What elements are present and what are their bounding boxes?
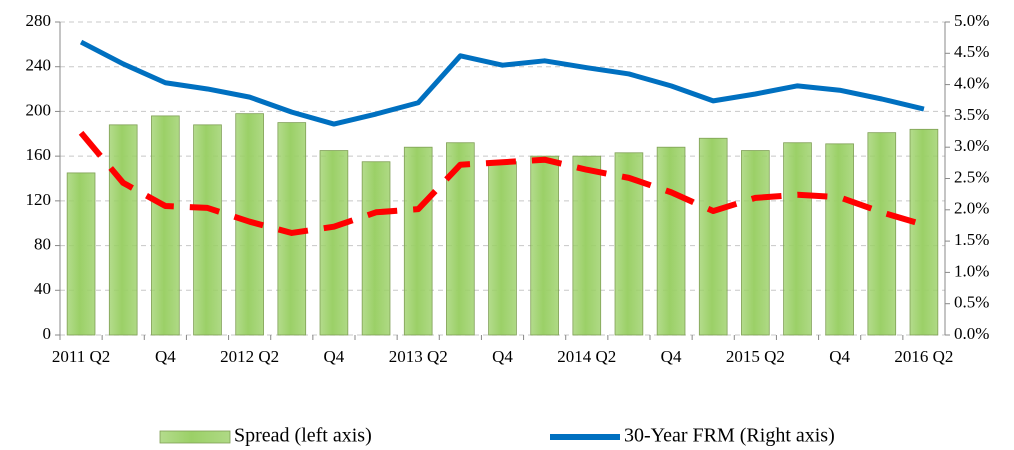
y2-tick-label: 0.0% (954, 324, 989, 343)
bar (825, 143, 854, 336)
y2-tick-label: 3.0% (954, 136, 989, 155)
x-tick-label: Q4 (661, 347, 682, 366)
y2-tick-label: 1.5% (954, 230, 989, 249)
bar (572, 155, 602, 336)
bar (361, 161, 391, 336)
y2-tick-label: 2.0% (954, 199, 989, 218)
x-tick-label: 2016 Q2 (894, 347, 953, 366)
y-tick-label: 40 (34, 279, 51, 298)
line (79, 39, 925, 127)
bar (909, 128, 939, 336)
bar (783, 142, 812, 336)
y2-tick-label: 2.5% (954, 167, 989, 186)
y2-tick-label: 3.5% (954, 105, 989, 124)
y2-tick-label: 4.5% (954, 42, 989, 61)
x-tick-label: Q4 (492, 347, 513, 366)
x-tick-label: Q4 (155, 347, 176, 366)
legend-swatch (159, 430, 231, 444)
x-tick-label: 2015 Q2 (726, 347, 785, 366)
bar (66, 172, 96, 336)
bar (698, 137, 728, 336)
bar (193, 124, 222, 336)
y-tick-label: 0 (43, 324, 52, 343)
bar (108, 124, 138, 336)
y2-tick-label: 4.0% (954, 74, 989, 93)
x-tick-label: 2012 Q2 (220, 347, 279, 366)
legend-label: 30-Year FRM (Right axis) (624, 425, 835, 447)
y2-tick-label: 0.5% (954, 293, 989, 312)
x-tick-label: 2011 Q2 (52, 347, 110, 366)
bar (530, 155, 559, 336)
y-tick-label: 160 (26, 145, 52, 164)
x-tick-label: Q4 (324, 347, 345, 366)
y-tick-label: 240 (26, 56, 52, 75)
bar (319, 150, 349, 336)
legend-label: Spread (left axis) (234, 425, 372, 447)
y2-tick-label: 1.0% (954, 261, 989, 280)
x-tick-label: Q4 (829, 347, 850, 366)
y-tick-label: 120 (26, 190, 52, 209)
y-tick-label: 280 (26, 11, 52, 30)
x-tick-label: 2013 Q2 (389, 347, 448, 366)
dashed-line (78, 130, 925, 236)
bar (403, 146, 433, 336)
bar (656, 146, 686, 336)
y-tick-label: 200 (26, 100, 52, 119)
bar (741, 150, 770, 336)
y2-tick-label: 5.0% (954, 11, 989, 30)
bar (151, 115, 180, 336)
bar (867, 132, 897, 336)
bar (488, 161, 517, 336)
y-tick-label: 80 (34, 234, 51, 253)
x-tick-label: 2014 Q2 (557, 347, 616, 366)
